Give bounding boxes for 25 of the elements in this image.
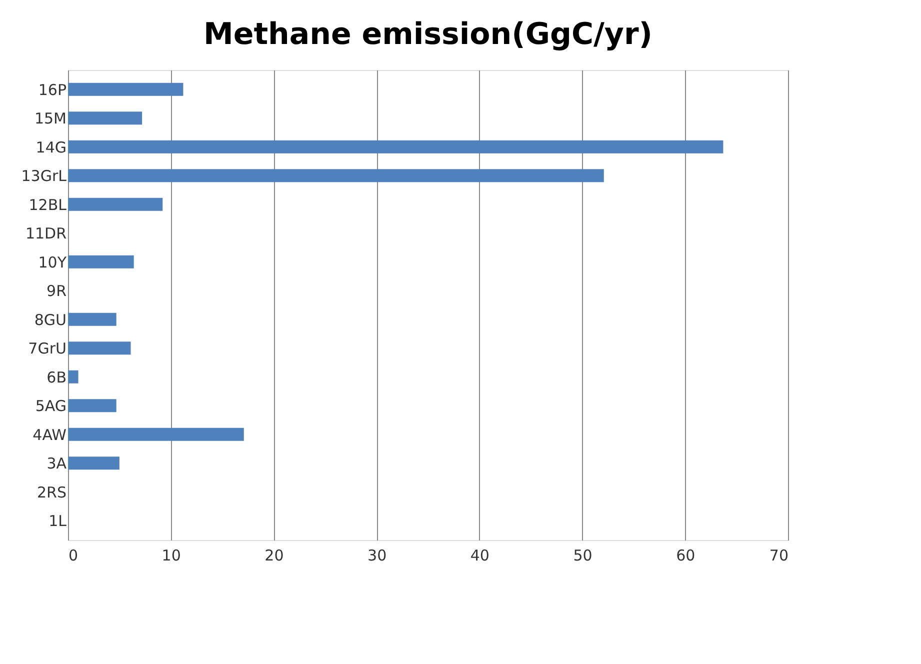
x-tick-label: 50: [573, 546, 592, 564]
y-tick-label: 2RS: [37, 483, 66, 502]
x-tick-label: 60: [676, 546, 696, 564]
y-tick-label: 1L: [48, 512, 68, 530]
chart-title: Methane emission(GgC/yr): [204, 17, 652, 52]
y-tick-label: 11DR: [25, 224, 66, 243]
y-tick-label: 9R: [46, 282, 66, 300]
x-tick-label: 40: [470, 546, 490, 564]
y-tick-label: 14G: [36, 138, 66, 156]
y-tick-label: 16P: [38, 80, 66, 99]
y-tick-label: 6B: [46, 368, 66, 386]
y-tick-label: 15M: [34, 110, 66, 128]
y-tick-label: 5AG: [35, 397, 66, 416]
y-tick-label: 3A: [46, 454, 68, 473]
x-tick-label: 20: [264, 546, 284, 564]
x-tick-label: 70: [769, 546, 788, 564]
x-tick-label: 10: [162, 546, 181, 564]
x-tick-label: 0: [68, 546, 78, 564]
y-tick-label: 7GrU: [28, 340, 66, 358]
x-tick-label: 30: [368, 546, 387, 564]
y-tick-label: 13GrL: [21, 167, 68, 186]
y-tick-label: 10Y: [38, 253, 68, 272]
y-tick-label: 12BL: [28, 196, 68, 214]
y-tick-label: 8GU: [34, 310, 66, 329]
y-tick-label: 4AW: [32, 426, 67, 444]
